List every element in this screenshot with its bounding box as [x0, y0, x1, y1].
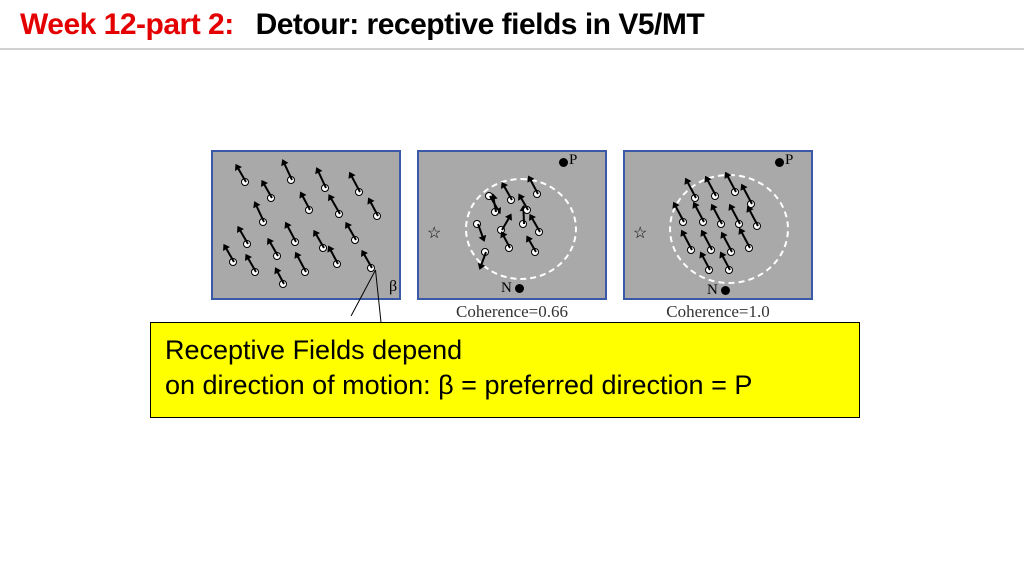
- panel-1-wrap: β: [211, 150, 401, 322]
- fixation-star-3: ☆: [633, 226, 647, 242]
- panel-1: β: [211, 150, 401, 300]
- panel-2-wrap: P N ☆ Coherence=0.66: [417, 150, 607, 322]
- label-p-2: P: [569, 152, 577, 169]
- panel-3-caption: Coherence=1.0: [623, 302, 813, 322]
- panel-2-caption: Coherence=0.66: [417, 302, 607, 322]
- target-p-3: [775, 158, 784, 167]
- target-n-3: [721, 286, 730, 295]
- callout-line-1: Receptive Fields depend: [165, 333, 845, 368]
- panel-3-wrap: P N ☆ Coherence=1.0: [623, 150, 813, 322]
- panel-2: P N ☆: [417, 150, 607, 300]
- callout-box: Receptive Fields depend on direction of …: [150, 322, 860, 418]
- title-black: Detour: receptive fields in V5/MT: [256, 8, 705, 41]
- label-n-3: N: [707, 282, 718, 299]
- title-red: Week 12-part 2:: [20, 8, 234, 41]
- panel-3: P N ☆: [623, 150, 813, 300]
- label-p-3: P: [785, 152, 793, 169]
- label-n-2: N: [501, 280, 512, 297]
- target-n-2: [515, 284, 524, 293]
- beta-label: β: [389, 278, 397, 296]
- callout-line-2: on direction of motion: β = preferred di…: [165, 368, 845, 403]
- fixation-star-2: ☆: [427, 226, 441, 242]
- slide-title: Week 12-part 2: Detour: receptive fields…: [0, 0, 1024, 50]
- panel-1-caption: [211, 302, 401, 322]
- target-p-2: [559, 158, 568, 167]
- figure-row: β P N ☆ Coherence=0.66 P N ☆ Coherence=1…: [0, 150, 1024, 322]
